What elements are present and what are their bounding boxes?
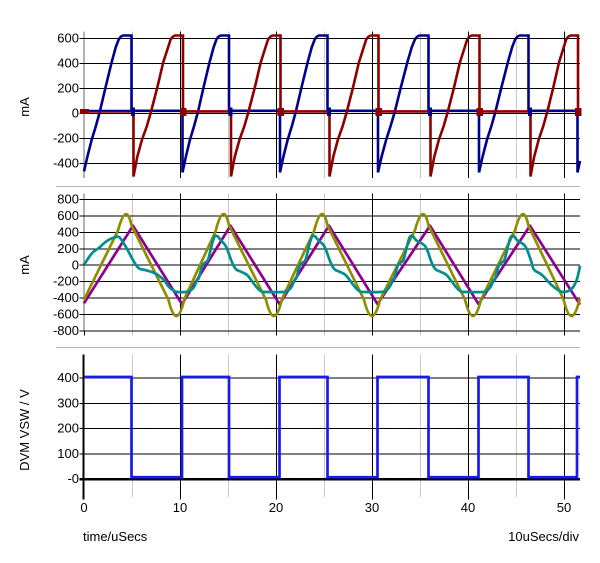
svg-text:300: 300	[57, 395, 79, 410]
svg-text:100: 100	[57, 446, 79, 461]
svg-text:200: 200	[57, 421, 79, 436]
svg-text:400: 400	[57, 224, 79, 239]
svg-text:-400: -400	[53, 156, 79, 171]
svg-text:10uSecs/div: 10uSecs/div	[508, 529, 579, 544]
svg-text:-400: -400	[53, 290, 79, 305]
svg-text:0: 0	[72, 257, 79, 272]
svg-text:600: 600	[57, 31, 79, 46]
svg-text:0: 0	[72, 106, 79, 121]
svg-text:30: 30	[365, 500, 379, 515]
svg-text:-200: -200	[53, 131, 79, 146]
svg-text:-200: -200	[53, 274, 79, 289]
svg-text:50: 50	[557, 500, 571, 515]
svg-text:400: 400	[57, 370, 79, 385]
svg-text:200: 200	[57, 81, 79, 96]
svg-text:10: 10	[173, 500, 187, 515]
svg-text:20: 20	[269, 500, 283, 515]
svg-text:600: 600	[57, 208, 79, 223]
svg-text:DVM VSW / V: DVM VSW / V	[17, 389, 32, 471]
svg-text:200: 200	[57, 241, 79, 256]
svg-text:time/uSecs: time/uSecs	[83, 529, 148, 544]
svg-text:400: 400	[57, 56, 79, 71]
svg-text:mA: mA	[17, 97, 32, 117]
svg-text:40: 40	[461, 500, 475, 515]
svg-text:mA: mA	[17, 255, 32, 275]
svg-text:800: 800	[57, 192, 79, 207]
svg-text:-600: -600	[53, 307, 79, 322]
svg-text:-0: -0	[67, 471, 79, 486]
svg-text:-800: -800	[53, 323, 79, 338]
svg-text:0: 0	[80, 500, 87, 515]
